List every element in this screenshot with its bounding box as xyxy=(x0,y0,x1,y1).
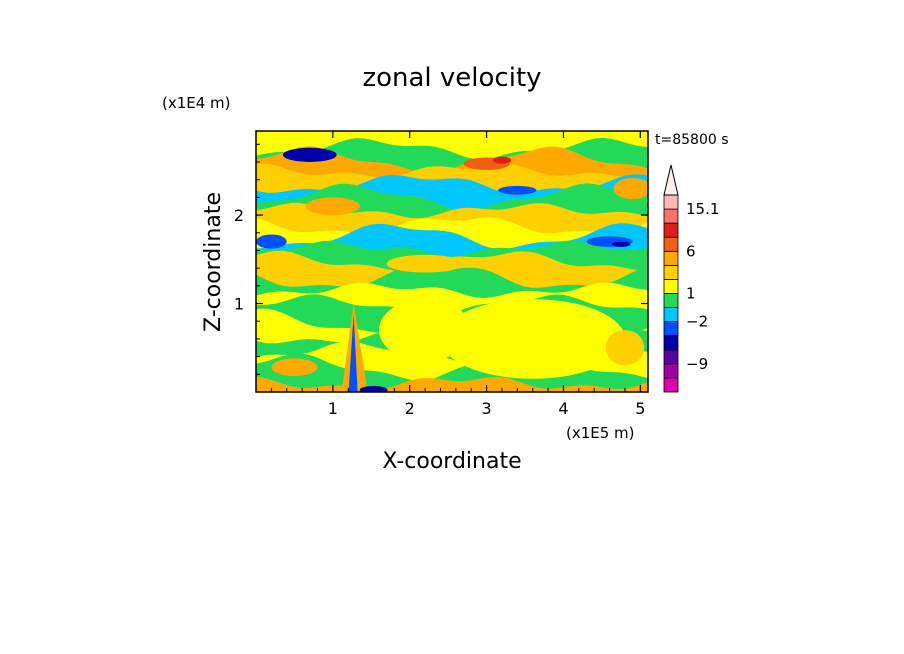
contour-blob xyxy=(378,299,472,362)
contour-blob xyxy=(256,234,287,249)
x-axis-label: X-coordinate xyxy=(382,449,521,474)
y-tick-label: 1 xyxy=(234,295,244,314)
chart-title: zonal velocity xyxy=(362,63,541,93)
colorbar-segment xyxy=(663,293,679,308)
plot-frame xyxy=(255,130,649,393)
colorbar-segment xyxy=(663,264,679,280)
x-tick-label: 1 xyxy=(328,399,338,418)
colorbar-segment xyxy=(663,208,679,224)
colorbar-segment xyxy=(663,377,679,393)
contour-blob xyxy=(271,358,318,377)
time-label: t=85800 s xyxy=(655,132,729,148)
contour-blob xyxy=(492,156,512,164)
y-tick-label: 2 xyxy=(234,206,244,225)
contour-blob xyxy=(611,241,631,247)
colorbar: 15.1 6 1 −2 −9 xyxy=(663,164,719,393)
contour-blob xyxy=(305,197,360,216)
spike-base xyxy=(359,386,388,392)
contour-blob xyxy=(613,177,648,200)
x-tick-label: 3 xyxy=(481,399,491,418)
colorbar-label: −2 xyxy=(686,313,708,331)
x-axis: 1 2 3 4 5 xyxy=(270,131,645,418)
x-tick-label: 2 xyxy=(405,399,415,418)
colorbar-segment xyxy=(663,349,679,365)
x-tick-label: 5 xyxy=(635,399,645,418)
x-scale-label: (x1E5 m) xyxy=(566,424,635,442)
colorbar-segment xyxy=(663,335,679,351)
colorbar-label: 1 xyxy=(686,285,696,303)
colorbar-segment xyxy=(663,307,679,323)
colorbar-label: −9 xyxy=(686,355,708,373)
colorbar-label: 15.1 xyxy=(686,200,719,218)
colorbar-segment xyxy=(663,250,679,266)
x-tick-label: 4 xyxy=(558,399,568,418)
contour-blob xyxy=(386,254,464,273)
colorbar-segment xyxy=(663,321,679,337)
colorbar-segment xyxy=(663,222,679,238)
contour-blob xyxy=(440,299,625,379)
y-scale-label: (x1E4 m) xyxy=(162,94,231,112)
spike-inner xyxy=(348,313,358,392)
colorbar-segment xyxy=(663,279,679,294)
contour-blob xyxy=(498,185,537,195)
y-axis-label: Z-coordinate xyxy=(201,192,226,332)
contour-blob xyxy=(605,330,645,366)
colorbar-arrow xyxy=(663,164,679,196)
colorbar-segment xyxy=(663,194,679,210)
contour-blob xyxy=(282,147,337,162)
colorbar-segment xyxy=(663,363,679,379)
colorbar-label: 6 xyxy=(686,242,696,260)
contour-field xyxy=(256,131,648,392)
y-axis: 12 xyxy=(234,143,648,375)
colorbar-segment xyxy=(663,236,679,252)
